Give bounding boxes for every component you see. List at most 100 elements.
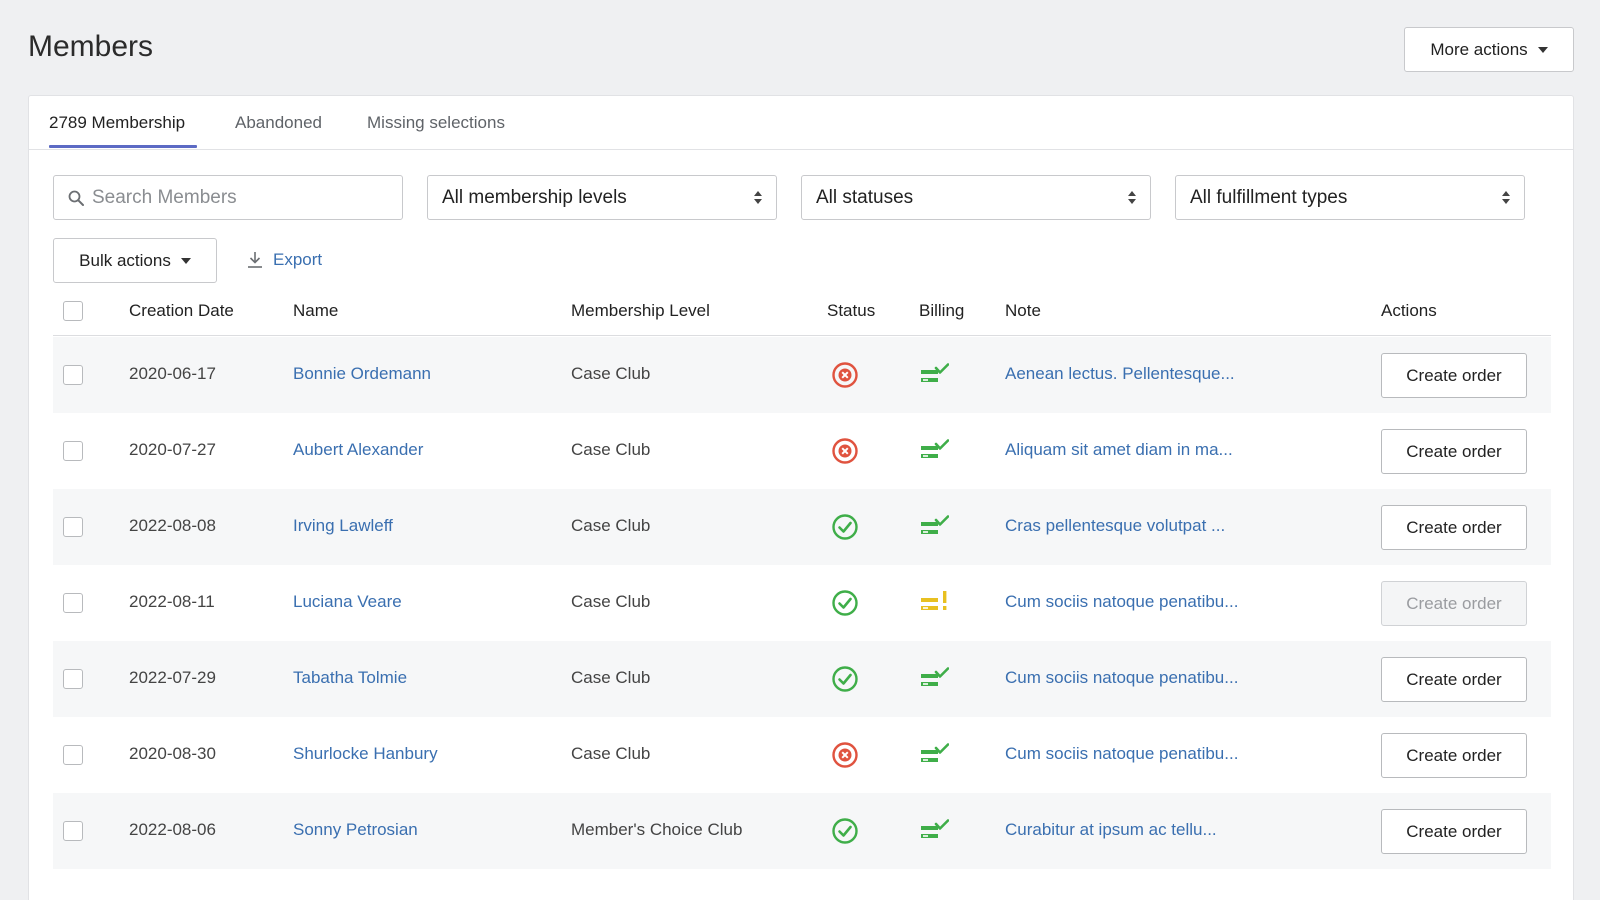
creation-date: 2022-08-08 bbox=[129, 516, 216, 535]
create-order-button[interactable]: Create order bbox=[1381, 505, 1527, 550]
check-circle-icon bbox=[832, 666, 858, 692]
check-circle-icon bbox=[832, 514, 858, 540]
bulk-actions-button[interactable]: Bulk actions bbox=[53, 238, 217, 283]
note-link[interactable]: Cum sociis natoque penatibu... bbox=[1005, 744, 1239, 763]
create-order-button[interactable]: Create order bbox=[1381, 429, 1527, 474]
error-circle-icon bbox=[832, 438, 858, 464]
row-checkbox[interactable] bbox=[63, 517, 83, 537]
column-billing[interactable]: Billing bbox=[919, 301, 965, 320]
membership-level: Case Club bbox=[571, 516, 651, 535]
billing-ok-icon bbox=[921, 819, 949, 838]
row-checkbox[interactable] bbox=[63, 365, 83, 385]
create-order-button[interactable]: Create order bbox=[1381, 353, 1527, 398]
member-name-link[interactable]: Irving Lawleff bbox=[293, 516, 393, 535]
billing-ok-icon bbox=[921, 515, 949, 534]
fulfillment-value: All fulfillment types bbox=[1190, 186, 1348, 208]
export-link[interactable]: Export bbox=[247, 250, 322, 270]
column-status[interactable]: Status bbox=[827, 301, 876, 320]
member-name-link[interactable]: Shurlocke Hanbury bbox=[293, 744, 438, 763]
membership-level: Case Club bbox=[571, 364, 651, 383]
members-card: 2789 Membership Abandoned Missing select… bbox=[28, 95, 1574, 900]
table-row: 2022-08-08 Irving Lawleff Case Club Cras… bbox=[53, 489, 1551, 565]
member-name-link[interactable]: Aubert Alexander bbox=[293, 440, 424, 459]
membership-level: Case Club bbox=[571, 592, 651, 611]
error-circle-icon bbox=[832, 742, 858, 768]
fulfillment-select[interactable]: All fulfillment types bbox=[1175, 175, 1525, 220]
column-actions: Actions bbox=[1381, 301, 1437, 320]
bulk-actions-label: Bulk actions bbox=[79, 250, 171, 270]
error-circle-icon bbox=[832, 362, 858, 388]
table-row: 2022-07-29 Tabatha Tolmie Case Club Cum … bbox=[53, 641, 1551, 717]
note-link[interactable]: Aliquam sit amet diam in ma... bbox=[1005, 440, 1233, 459]
member-name-link[interactable]: Tabatha Tolmie bbox=[293, 668, 408, 687]
search-field[interactable] bbox=[53, 175, 403, 220]
create-order-button[interactable]: Create order bbox=[1381, 809, 1527, 854]
column-note[interactable]: Note bbox=[1005, 301, 1041, 320]
export-label: Export bbox=[273, 250, 323, 269]
table-row: 2020-08-30 Shurlocke Hanbury Case Club C… bbox=[53, 717, 1551, 793]
column-membership-level[interactable]: Membership Level bbox=[571, 301, 710, 320]
creation-date: 2020-06-17 bbox=[129, 364, 216, 383]
creation-date: 2020-08-30 bbox=[129, 744, 216, 763]
membership-level: Member's Choice Club bbox=[571, 820, 743, 839]
search-icon bbox=[68, 190, 84, 206]
creation-date: 2020-07-27 bbox=[129, 440, 216, 459]
table-row: 2020-06-17 Bonnie Ordemann Case Club Aen… bbox=[53, 337, 1551, 413]
tab-membership[interactable]: 2789 Membership bbox=[49, 113, 186, 132]
billing-ok-icon bbox=[921, 439, 949, 458]
billing-ok-icon bbox=[921, 743, 949, 762]
column-creation-date[interactable]: Creation Date bbox=[129, 301, 234, 320]
table-row: 2022-08-06 Sonny Petrosian Member's Choi… bbox=[53, 793, 1551, 869]
membership-level: Case Club bbox=[571, 668, 651, 687]
creation-date: 2022-07-29 bbox=[129, 668, 216, 687]
creation-date: 2022-08-11 bbox=[129, 592, 215, 611]
row-checkbox[interactable] bbox=[63, 669, 83, 689]
creation-date: 2022-08-06 bbox=[129, 820, 216, 839]
column-name[interactable]: Name bbox=[293, 301, 339, 320]
billing-ok-icon bbox=[921, 363, 949, 382]
table-row: 2020-07-27 Aubert Alexander Case Club Al… bbox=[53, 413, 1551, 489]
more-actions-button[interactable]: More actions bbox=[1404, 27, 1574, 72]
row-checkbox[interactable] bbox=[63, 745, 83, 765]
create-order-button[interactable]: Create order bbox=[1381, 733, 1527, 778]
row-checkbox[interactable] bbox=[63, 441, 83, 461]
more-actions-label: More actions bbox=[1430, 39, 1528, 59]
tab-abandoned[interactable]: Abandoned bbox=[235, 113, 322, 132]
select-arrows-icon bbox=[1128, 191, 1136, 204]
check-circle-icon bbox=[832, 590, 858, 616]
table-row: 2022-08-11 Luciana Veare Case Club Cum s… bbox=[53, 565, 1551, 641]
member-name-link[interactable]: Bonnie Ordemann bbox=[293, 364, 431, 383]
note-link[interactable]: Curabitur at ipsum ac tellu... bbox=[1005, 820, 1217, 839]
active-tab-indicator bbox=[49, 145, 197, 148]
table-header: Creation Date Name Membership Level Stat… bbox=[53, 286, 1551, 336]
check-circle-icon bbox=[832, 818, 858, 844]
membership-level-select[interactable]: All membership levels bbox=[427, 175, 777, 220]
status-value: All statuses bbox=[816, 186, 914, 208]
tab-bar: 2789 Membership Abandoned Missing select… bbox=[29, 96, 1573, 150]
membership-level: Case Club bbox=[571, 440, 651, 459]
search-input[interactable] bbox=[92, 186, 388, 209]
row-checkbox[interactable] bbox=[63, 821, 83, 841]
select-arrows-icon bbox=[754, 191, 762, 204]
note-link[interactable]: Cras pellentesque volutpat ... bbox=[1005, 516, 1226, 535]
row-checkbox[interactable] bbox=[63, 593, 83, 613]
status-select[interactable]: All statuses bbox=[801, 175, 1151, 220]
membership-level: Case Club bbox=[571, 744, 651, 763]
member-name-link[interactable]: Luciana Veare bbox=[293, 592, 402, 611]
note-link[interactable]: Cum sociis natoque penatibu... bbox=[1005, 592, 1239, 611]
select-arrows-icon bbox=[1502, 191, 1510, 204]
caret-down-icon bbox=[180, 257, 191, 264]
tab-missing-selections[interactable]: Missing selections bbox=[367, 113, 505, 132]
note-link[interactable]: Cum sociis natoque penatibu... bbox=[1005, 668, 1239, 687]
membership-level-value: All membership levels bbox=[442, 186, 627, 208]
member-name-link[interactable]: Sonny Petrosian bbox=[293, 820, 418, 839]
page-title: Members bbox=[28, 30, 154, 63]
download-icon bbox=[248, 252, 262, 268]
billing-ok-icon bbox=[921, 667, 949, 686]
caret-down-icon bbox=[1537, 46, 1548, 53]
select-all-checkbox[interactable] bbox=[63, 301, 83, 321]
billing-warning-icon bbox=[921, 591, 947, 610]
create-order-button[interactable]: Create order bbox=[1381, 581, 1527, 626]
note-link[interactable]: Aenean lectus. Pellentesque... bbox=[1005, 364, 1235, 383]
create-order-button[interactable]: Create order bbox=[1381, 657, 1527, 702]
